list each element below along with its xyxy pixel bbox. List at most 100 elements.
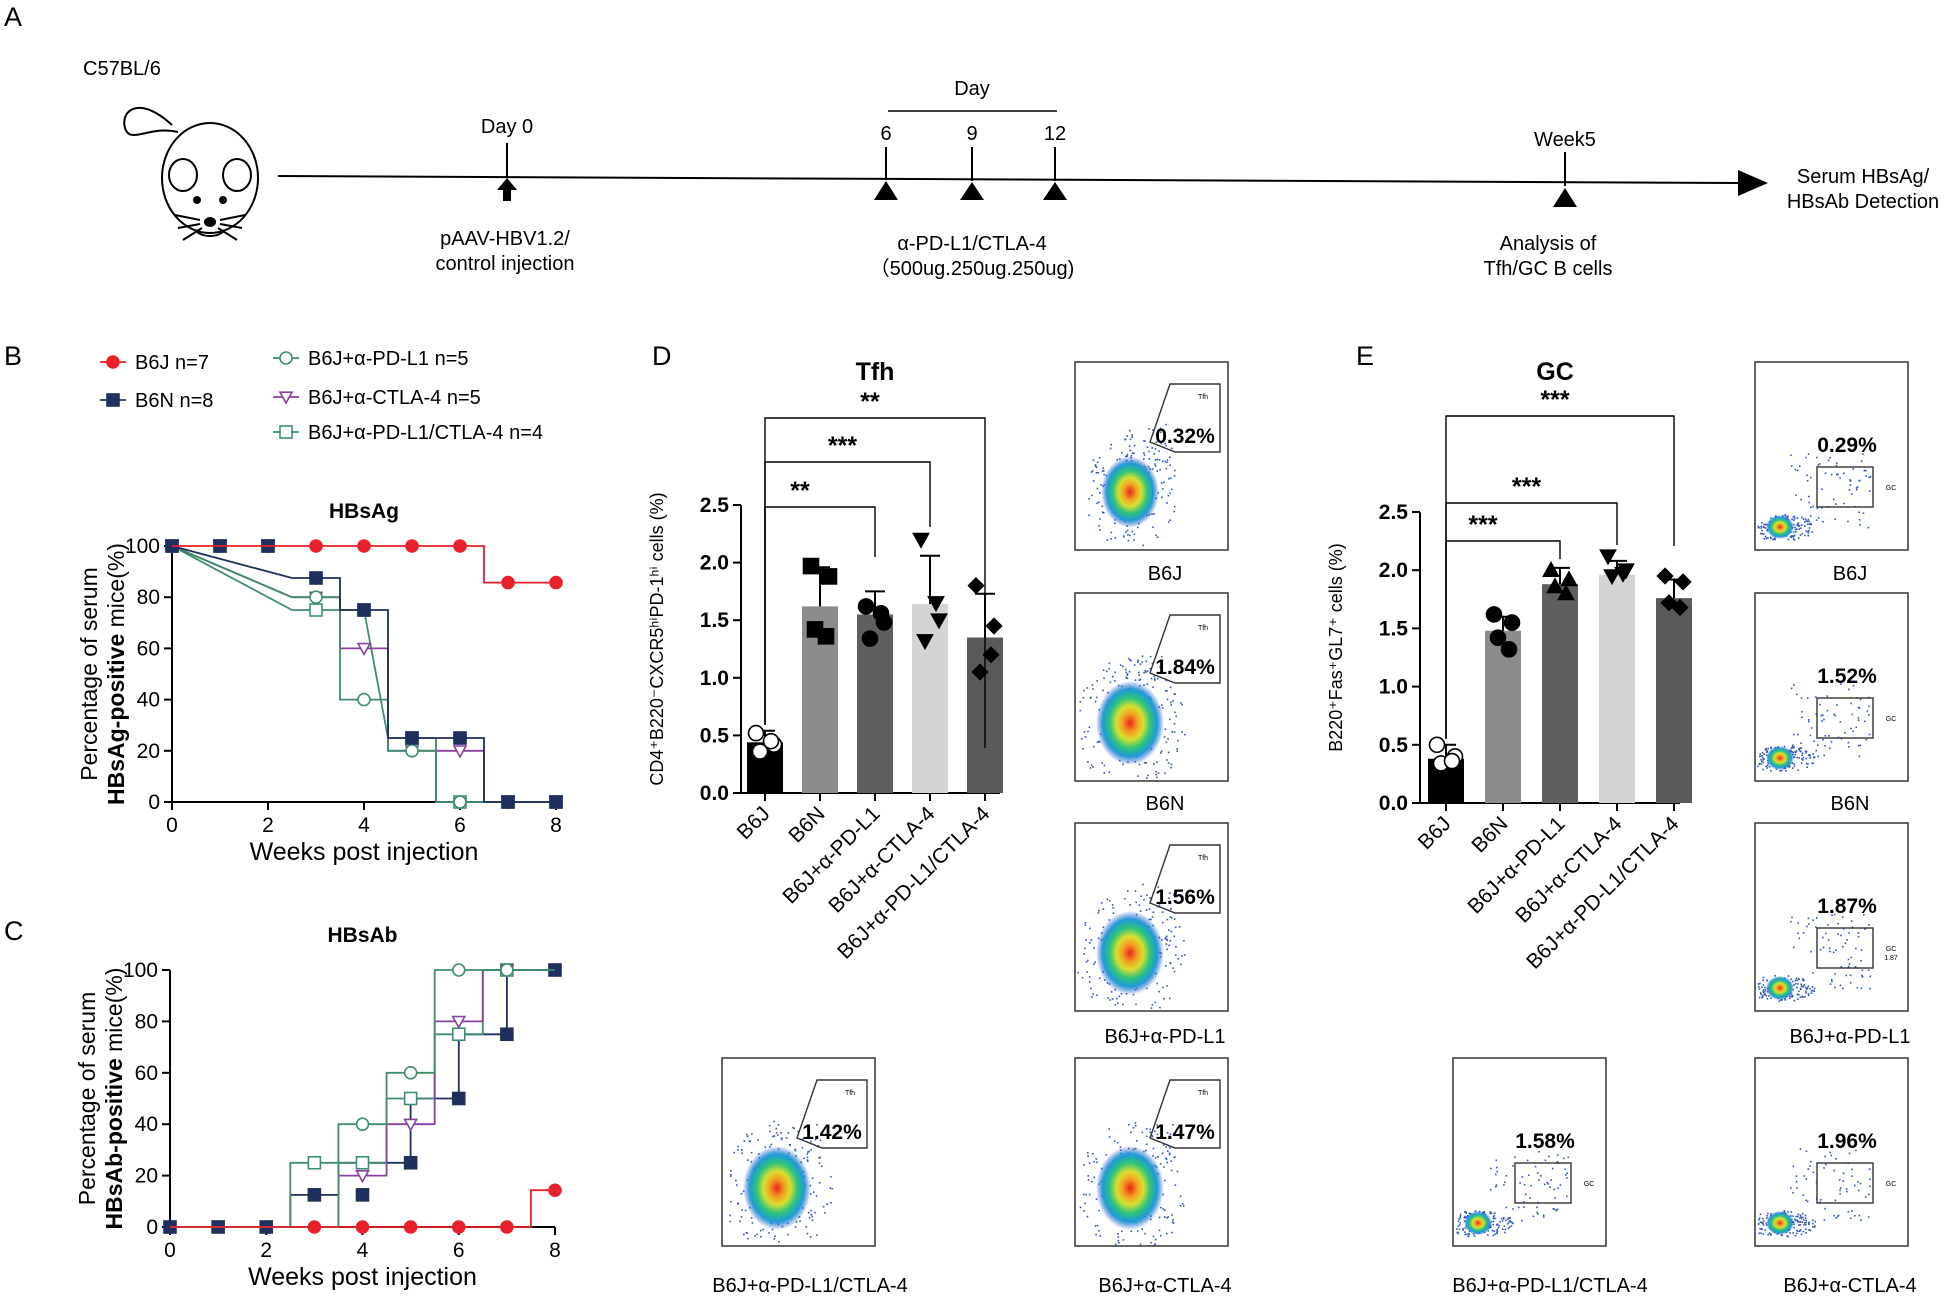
event-dot <box>1492 1234 1495 1237</box>
event-dot <box>1523 1201 1525 1203</box>
event-dot <box>1854 1184 1856 1187</box>
event-dot <box>744 1209 747 1212</box>
event-dot <box>1174 1184 1177 1186</box>
event-dot <box>1763 753 1766 756</box>
filled-circle-marker <box>549 575 563 590</box>
event-dot <box>1802 518 1805 520</box>
event-dot <box>1865 738 1868 741</box>
event-dot <box>1790 1187 1792 1189</box>
event-dot <box>1503 1225 1506 1227</box>
event-dot <box>1170 766 1172 769</box>
event-dot <box>1809 476 1812 479</box>
event-dot <box>1121 665 1124 668</box>
event-dot <box>1839 984 1842 987</box>
event-dot <box>1139 663 1142 665</box>
event-dot <box>1129 449 1132 452</box>
event-dot <box>1802 996 1804 998</box>
event-dot <box>1799 1229 1802 1231</box>
event-dot <box>807 1211 810 1214</box>
event-dot <box>1792 1232 1794 1234</box>
event-dot <box>1133 452 1135 455</box>
event-dot <box>737 1145 739 1148</box>
event-dot <box>1845 974 1848 977</box>
event-dot <box>1098 456 1101 459</box>
event-dot <box>1095 1198 1098 1200</box>
event-dot <box>1819 703 1821 706</box>
event-dot <box>1857 935 1860 938</box>
event-dot <box>1084 924 1086 927</box>
event-dot <box>1166 939 1169 941</box>
event-dot <box>1770 1213 1772 1215</box>
event-dot <box>1761 760 1763 763</box>
event-dot <box>1088 514 1090 517</box>
event-dot <box>1166 948 1168 951</box>
event-dot <box>1493 1215 1496 1217</box>
event-dot <box>1792 747 1794 749</box>
gate-label: Tfh <box>1198 625 1208 632</box>
event-dot <box>1851 1175 1853 1177</box>
event-dot <box>1474 1210 1477 1212</box>
event-dot <box>1130 659 1132 662</box>
event-dot <box>1792 1191 1794 1194</box>
filled-triangle-up-marker <box>1542 561 1560 578</box>
event-dot <box>1159 1006 1161 1009</box>
filled-square-marker <box>549 795 563 809</box>
event-dot <box>1759 753 1762 755</box>
event-dot <box>1492 1220 1495 1223</box>
event-dot <box>1169 701 1172 704</box>
filled-circle-marker <box>872 604 890 622</box>
event-dot <box>1802 931 1805 934</box>
event-dot <box>1153 513 1155 515</box>
event-dot <box>1468 1212 1471 1215</box>
significance-bracket: ** <box>764 388 986 748</box>
event-dot <box>1118 995 1121 998</box>
event-dot <box>1131 530 1134 533</box>
event-dot <box>1131 452 1134 454</box>
event-dot <box>1811 531 1813 533</box>
event-dot <box>1156 436 1159 439</box>
event-dot <box>1791 744 1794 747</box>
event-dot <box>1761 1228 1763 1231</box>
event-dot <box>1173 892 1176 895</box>
event-dot <box>1156 470 1159 472</box>
y-tick-label: 1.0 <box>1379 676 1408 699</box>
event-dot <box>730 1170 732 1172</box>
event-dot <box>1143 452 1145 454</box>
event-dot <box>1757 983 1760 985</box>
event-dot <box>1787 538 1790 541</box>
event-dot <box>1794 1219 1797 1222</box>
significance-bracket: *** <box>764 432 931 725</box>
event-dot <box>1108 1136 1111 1138</box>
event-dot <box>809 1193 812 1195</box>
event-dot <box>1793 733 1795 736</box>
event-dot <box>1146 670 1149 672</box>
event-dot <box>1858 511 1860 514</box>
event-dot <box>1183 939 1185 942</box>
y-tick-label: 0 <box>148 791 160 814</box>
event-dot <box>1154 447 1157 450</box>
legend-label: B6J n=7 <box>135 352 209 374</box>
week5-label: Week5 <box>1534 129 1596 151</box>
event-dot <box>1810 992 1813 995</box>
event-dot <box>813 1191 815 1193</box>
event-dot <box>1526 1159 1529 1162</box>
event-dot <box>1149 655 1152 658</box>
series-line <box>171 545 556 803</box>
event-dot <box>801 1147 804 1149</box>
event-dot <box>1797 769 1800 772</box>
event-dot <box>1167 737 1169 740</box>
dose-day-6: 6 <box>874 123 898 200</box>
gc-flow-plot: GC0.29% <box>1754 361 1909 551</box>
event-dot <box>1169 464 1171 466</box>
event-dot <box>1803 1223 1805 1226</box>
event-dot <box>1175 946 1177 948</box>
open-square-marker <box>309 603 323 617</box>
event-dot <box>1116 1002 1119 1004</box>
event-dot <box>1760 993 1762 995</box>
event-dot <box>1796 1220 1799 1222</box>
filled-square-marker <box>405 731 419 745</box>
event-dot <box>1857 719 1860 721</box>
density-cloud <box>1096 1146 1164 1230</box>
event-dot <box>1801 758 1803 760</box>
